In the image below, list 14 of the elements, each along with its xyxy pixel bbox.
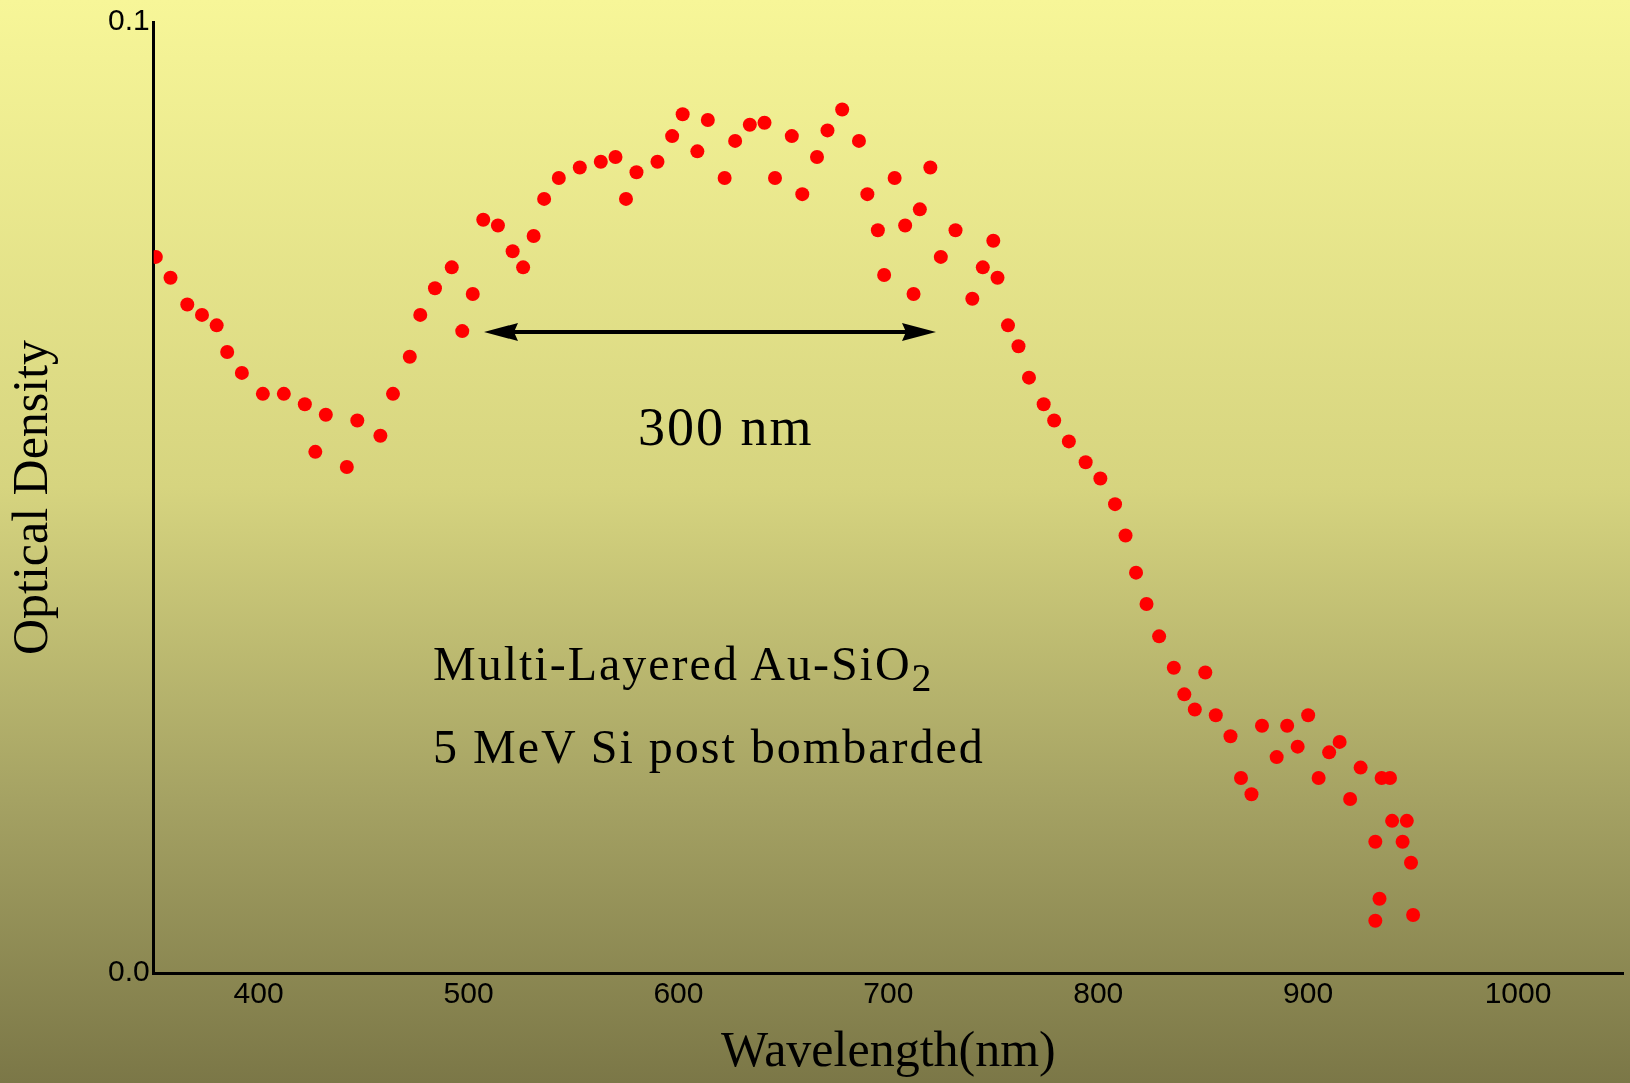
- y-tick-label: 0.1: [107, 3, 150, 37]
- x-tick-label: 600: [653, 976, 704, 1010]
- x-tick-label: 700: [863, 976, 914, 1010]
- x-tick-label: 1000: [1484, 976, 1552, 1010]
- x-tick-label: 900: [1283, 976, 1334, 1010]
- x-tick-label: 800: [1073, 976, 1124, 1010]
- annotation: 300 nm: [638, 397, 814, 457]
- x-tick-label: 400: [233, 976, 284, 1010]
- y-axis-title: Optical Density: [2, 339, 59, 656]
- annotation: 5 MeV Si post bombarded: [433, 720, 985, 773]
- annotation: Multi-Layered Au-SiO$_{2}$: [433, 637, 934, 700]
- x-axis-title: Wavelength(nm): [720, 1021, 1056, 1078]
- y-tick-label: 0.0: [107, 954, 150, 988]
- x-tick-label: 500: [443, 976, 494, 1010]
